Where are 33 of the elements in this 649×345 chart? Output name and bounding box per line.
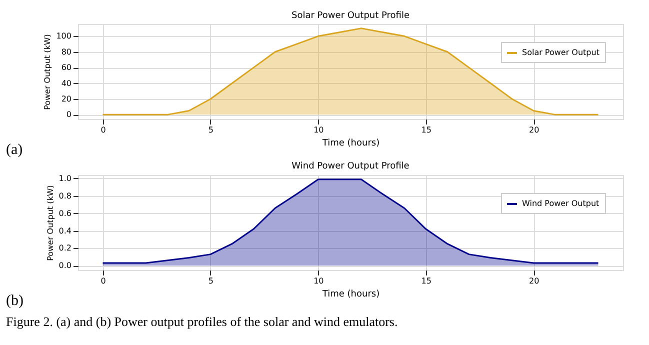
y-tick-label: 0.4	[58, 226, 72, 236]
chart-title: Wind Power Output Profile	[292, 161, 410, 172]
x-tick-label: 5	[208, 126, 214, 134]
y-tick-label: 20	[61, 94, 72, 104]
x-tick-label: 0	[100, 276, 106, 286]
x-tick-label: 0	[100, 126, 106, 134]
legend-label: Solar Power Output	[522, 48, 600, 57]
y-tick-label: 0.6	[58, 208, 72, 218]
x-axis-title: Time (hours)	[321, 138, 380, 148]
y-tick-label: 0	[66, 110, 72, 120]
y-tick-label: 60	[61, 63, 72, 72]
text: (b)	[6, 293, 24, 309]
y-axis-title: Power Output (kW)	[46, 185, 55, 261]
chart-title: Solar Power Output Profile	[292, 11, 410, 21]
y-tick-label: 80	[61, 47, 72, 56]
x-tick-label: 20	[529, 126, 540, 134]
caption: Figure 2. (a) and (b) Power output profiles of the solar and wind emulators.	[6, 314, 398, 329]
y-tick-label: 40	[61, 78, 72, 88]
y-tick-label: 0.2	[58, 244, 72, 253]
y-tick-label: 0.0	[58, 261, 72, 270]
x-tick-label: 15	[421, 126, 432, 134]
x-tick-label: 10	[314, 276, 324, 286]
y-tick-label: 100	[56, 32, 72, 41]
y-tick-label: 0.8	[58, 191, 72, 200]
legend-label: Wind Power Output	[522, 199, 600, 208]
x-tick-label: 15	[421, 276, 432, 286]
text: (a)	[6, 142, 23, 158]
x-axis-title: Time (hours)	[321, 290, 380, 300]
x-tick-label: 5	[208, 276, 214, 286]
y-tick-label: 1.0	[58, 174, 72, 183]
y-axis-title: Power Output (kW)	[43, 34, 52, 110]
x-tick-label: 20	[529, 276, 540, 286]
x-tick-label: 10	[314, 126, 324, 134]
